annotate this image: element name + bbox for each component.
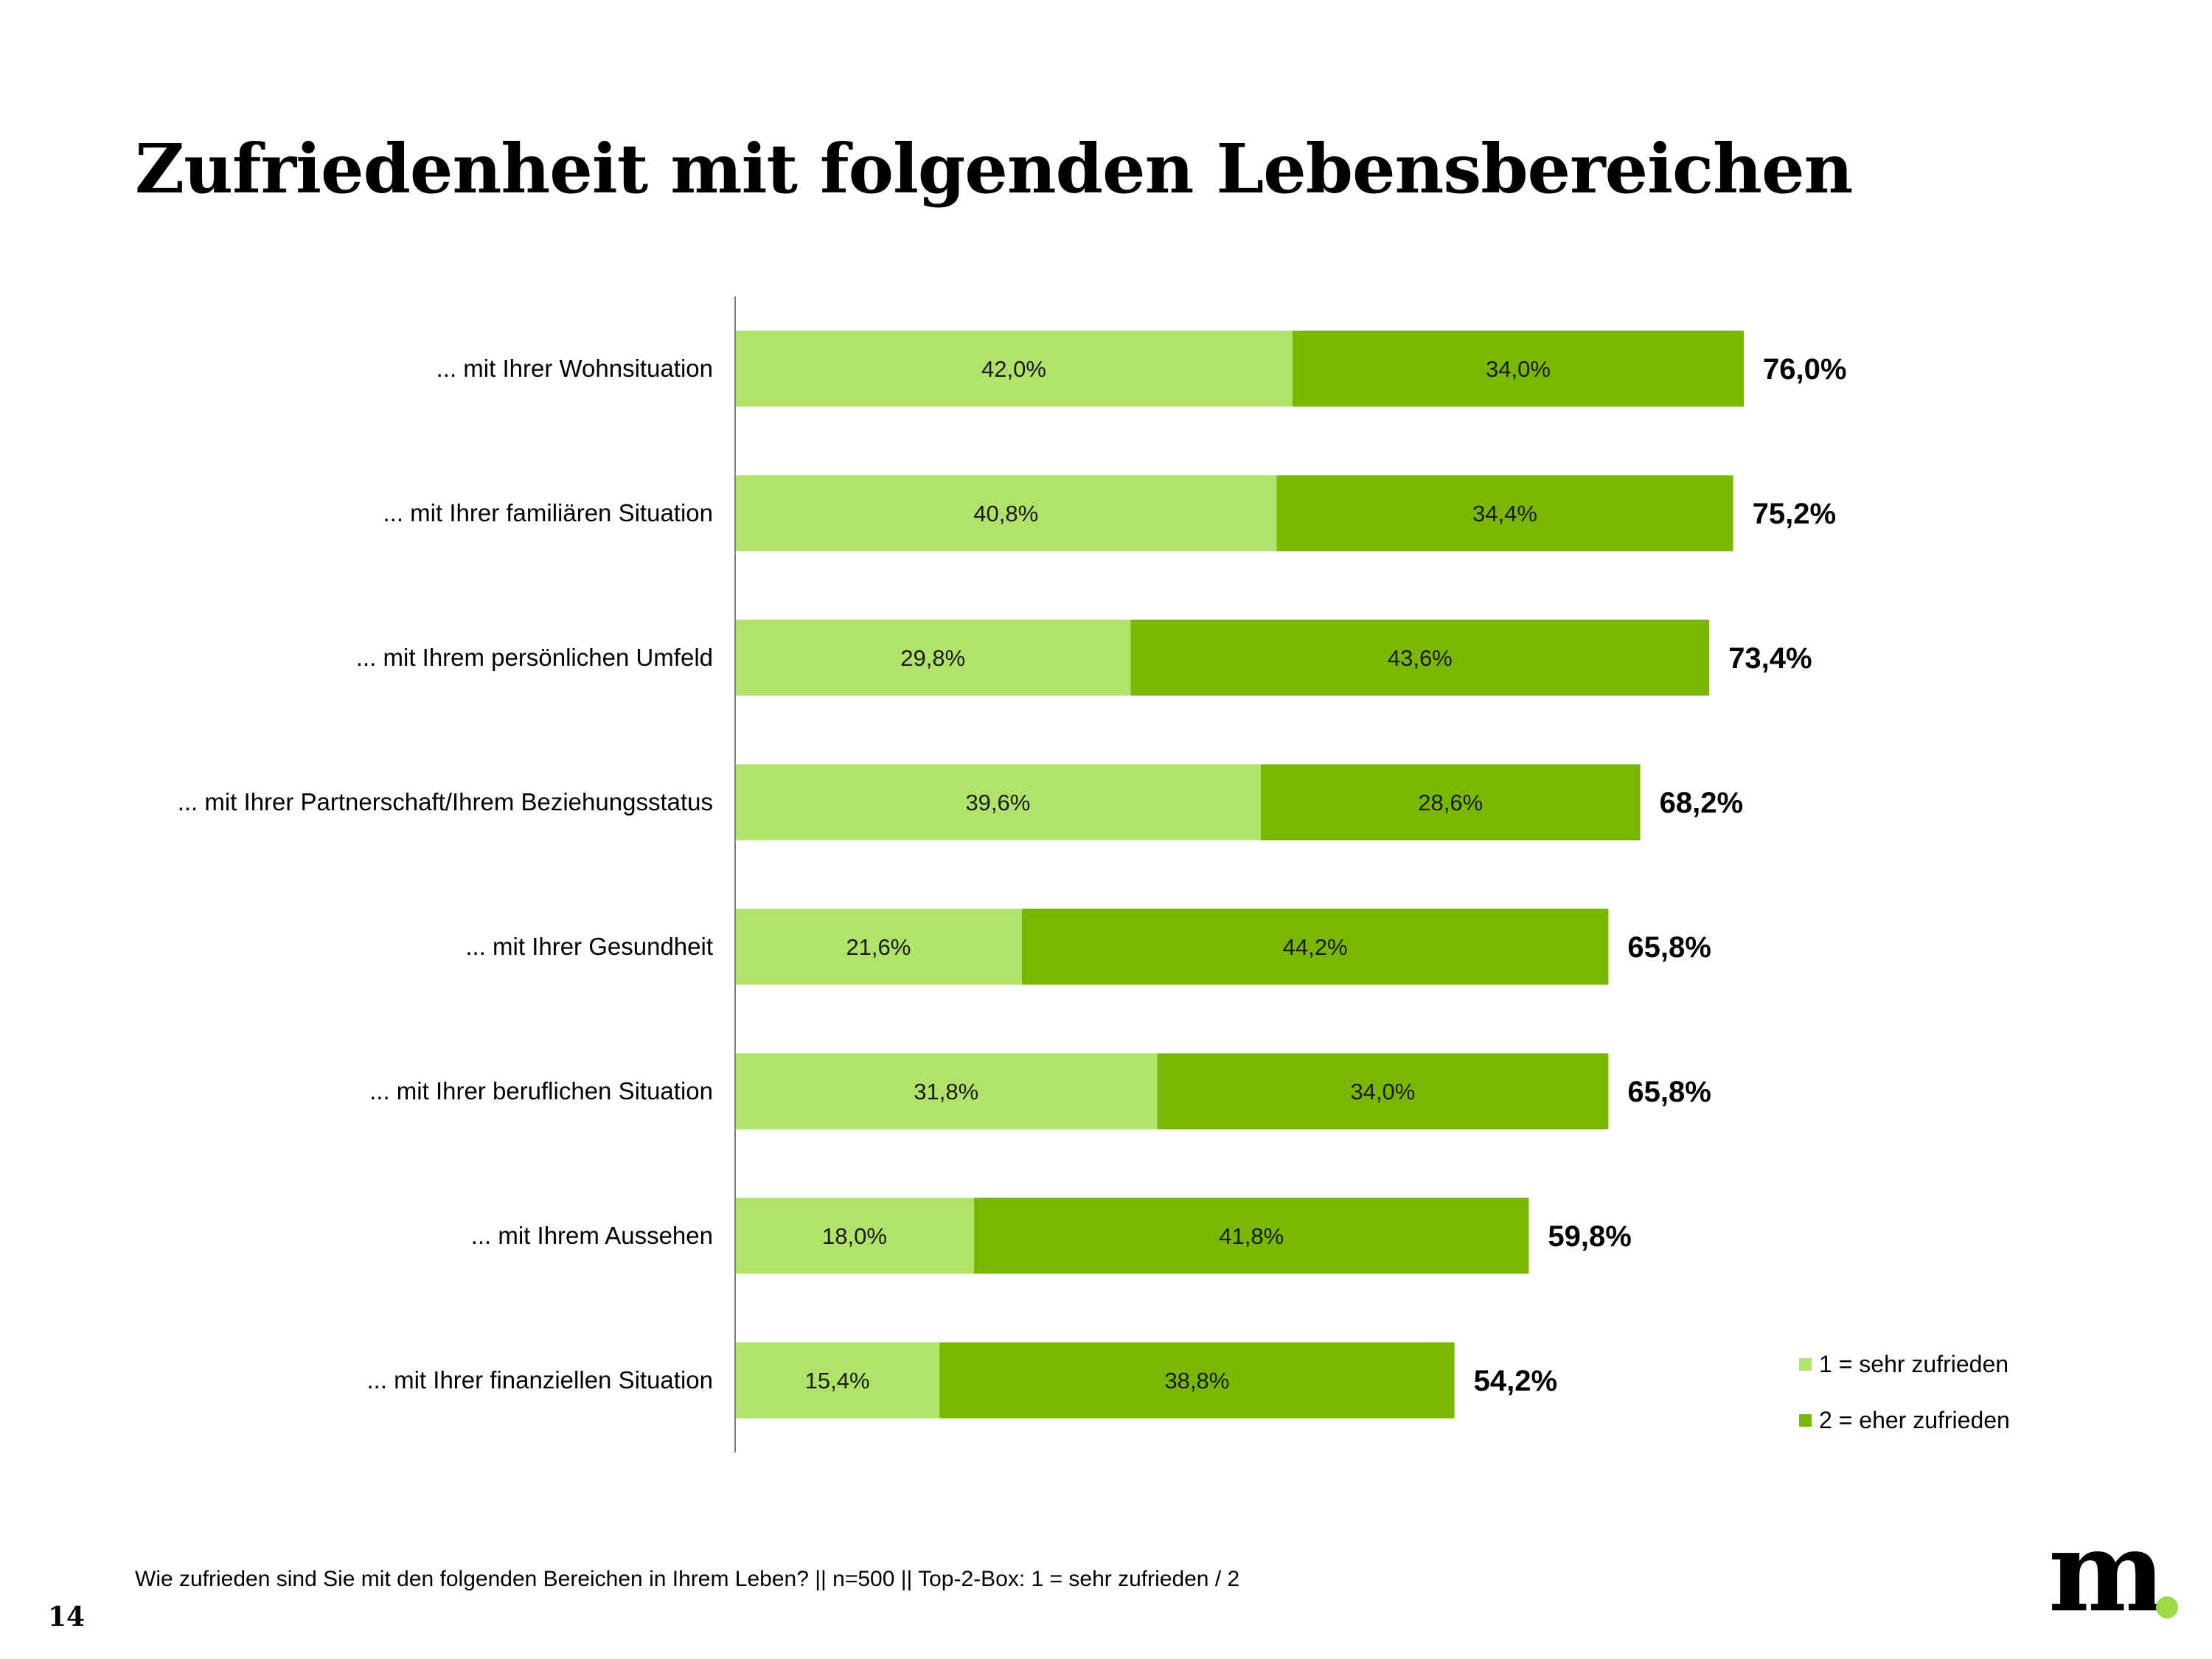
bar-segment-series1 (735, 475, 1277, 552)
total-data-label: 76,0% (1763, 353, 1846, 386)
segment-data-label: 34,0% (1486, 356, 1551, 382)
category-label: ... mit Ihrer Partnerschaft/Ihrem Bezieh… (178, 788, 713, 815)
segment-data-label: 39,6% (965, 790, 1030, 815)
total-data-label: 59,8% (1548, 1220, 1631, 1253)
segment-data-label: 28,6% (1418, 790, 1483, 815)
legend-swatch-series2 (1799, 1413, 1812, 1427)
legend-item-eher-zufrieden: 2 = eher zufrieden (1799, 1405, 2010, 1435)
category-label: ... mit Ihrem persönlichen Umfeld (356, 644, 713, 671)
bar-group: ... mit Ihrem persönlichen Umfeld 29,8% 43… (356, 619, 1812, 696)
total-data-label: 65,8% (1627, 1076, 1711, 1108)
bar-group: ... mit Ihrem Aussehen 18,0% 41,8% 59,8% (471, 1197, 1632, 1274)
bar-segment-series1 (735, 619, 1131, 696)
footnote: Wie zufrieden sind Sie mit den folgenden… (135, 1567, 1240, 1591)
category-label: ... mit Ihrer Gesundheit (465, 933, 713, 960)
segment-data-label: 34,4% (1472, 501, 1537, 526)
segment-data-label: 18,0% (822, 1223, 887, 1249)
bar-group: ... mit Ihrer beruflichen Situation 31,8%… (369, 1053, 1711, 1130)
segment-data-label: 15,4% (805, 1368, 870, 1394)
segment-data-label: 34,0% (1350, 1079, 1415, 1105)
company-logo: m (2048, 1517, 2196, 1633)
category-label: ... mit Ihrer Wohnsituation (437, 355, 713, 382)
bar-group: ... mit Ihrer Partnerschaft/Ihrem Bezieh… (178, 764, 1743, 841)
segment-data-label: 31,8% (914, 1079, 978, 1105)
total-data-label: 65,8% (1627, 931, 1711, 964)
bar-segment-series2 (974, 1197, 1529, 1274)
slide-title: Zufriedenheit mit folgenden Lebensbereic… (135, 129, 1853, 209)
bar-segment-series1 (735, 1197, 974, 1274)
legend-label-series2: 2 = eher zufrieden (1819, 1406, 2010, 1433)
segment-data-label: 43,6% (1388, 645, 1453, 671)
bar-segment-series1 (735, 908, 1022, 985)
segment-data-label: 41,8% (1219, 1223, 1284, 1249)
total-data-label: 68,2% (1660, 787, 1743, 819)
bar-segment-series1 (735, 764, 1261, 841)
bar-segment-series2 (1293, 330, 1744, 407)
segment-data-label: 40,8% (973, 501, 1038, 526)
legend-swatch-series1 (1799, 1357, 1812, 1371)
category-label: ... mit Ihrem Aussehen (471, 1222, 713, 1249)
bar-segment-series1 (735, 330, 1293, 407)
page-number: 14 (48, 1601, 86, 1632)
segment-data-label: 29,8% (900, 645, 965, 671)
bar-segment-series2 (1130, 619, 1710, 696)
chart-legend: 1 = sehr zufrieden 2 = eher zufrieden (1799, 1349, 2010, 1461)
category-label: ... mit Ihrer beruflichen Situation (369, 1077, 713, 1105)
logo-dot-icon (2156, 1596, 2178, 1618)
bar-segment-series2 (1276, 475, 1733, 552)
bar-segment-series2 (1260, 764, 1641, 841)
legend-item-sehr-zufrieden: 1 = sehr zufrieden (1799, 1349, 2010, 1379)
bar-group: ... mit Ihrer Gesundheit 21,6% 44,2% 65,8% (465, 908, 1711, 985)
logo-letter: m (2048, 1507, 2166, 1637)
segment-data-label: 44,2% (1283, 934, 1348, 960)
bar-segment-series2 (1157, 1053, 1609, 1130)
bar-group: ... mit Ihrer finanziellen Situation 15,4… (366, 1342, 1557, 1419)
total-data-label: 75,2% (1753, 498, 1836, 530)
segment-data-label: 42,0% (981, 356, 1046, 382)
bar-group: ... mit Ihrer Wohnsituation 42,0% 34,0% 76,… (437, 330, 1846, 407)
total-data-label: 73,4% (1728, 642, 1812, 675)
total-data-label: 54,2% (1474, 1365, 1557, 1397)
bar-segment-series2 (939, 1342, 1455, 1419)
segment-data-label: 38,8% (1164, 1368, 1229, 1394)
legend-label-series1: 1 = sehr zufrieden (1819, 1350, 2009, 1377)
bar-group: ... mit Ihrer familiären Situation 40,8% 3… (383, 475, 1836, 552)
bar-segment-series1 (735, 1342, 940, 1419)
bar-segment-series1 (735, 1053, 1158, 1130)
category-label: ... mit Ihrer familiären Situation (383, 499, 714, 526)
segment-data-label: 21,6% (846, 934, 911, 960)
bar-segment-series2 (1021, 908, 1609, 985)
category-label: ... mit Ihrer finanziellen Situation (366, 1366, 713, 1394)
